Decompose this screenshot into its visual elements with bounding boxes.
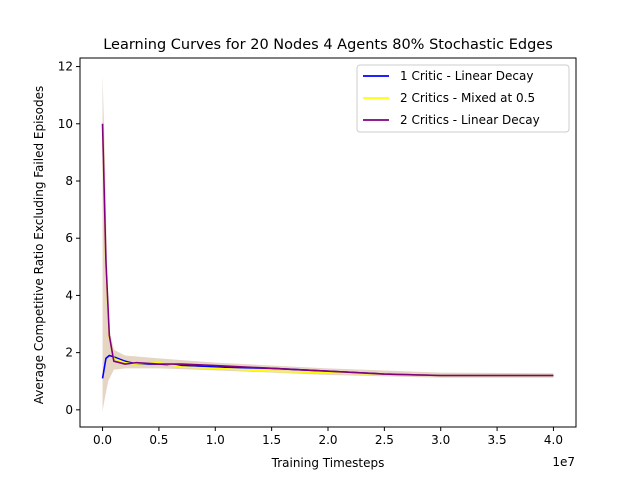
x-tick-label: 1.0: [206, 433, 225, 447]
y-tick-label: 2: [65, 346, 73, 360]
x-tick-label: 3.5: [488, 433, 507, 447]
x-tick-label: 2.0: [318, 433, 337, 447]
legend: 1 Critic - Linear Decay 2 Critics - Mixed…: [356, 64, 570, 133]
y-tick-label: 0: [65, 403, 73, 417]
y-axis-label: Average Competitive Ratio Excluding Fail…: [32, 86, 46, 405]
legend-label: 2 Critics - Mixed at 0.5: [400, 91, 535, 105]
legend-label: 1 Critic - Linear Decay: [400, 69, 533, 83]
x-tick-label: 3.0: [431, 433, 450, 447]
variance-band: [102, 75, 554, 412]
legend-box: [356, 64, 570, 133]
x-tick-label: 2.5: [375, 433, 394, 447]
x-tick-label: 4.0: [544, 433, 563, 447]
series-line-3: [101, 123, 554, 377]
x-axis-label: Training Timesteps: [271, 456, 385, 470]
plot-marks: [101, 75, 554, 412]
y-tick-label: 6: [65, 231, 73, 245]
y-tick-label: 10: [58, 117, 73, 131]
y-tick-label: 12: [58, 60, 73, 74]
legend-label: 2 Critics - Linear Decay: [400, 113, 540, 127]
y-tick-label: 8: [65, 174, 73, 188]
x-tick-label: 1.5: [262, 433, 281, 447]
x-axis-offset-label: 1e7: [552, 455, 575, 469]
y-tick-label: 4: [65, 288, 73, 302]
x-tick-label: 0.0: [93, 433, 112, 447]
axis-ticks: 0.0 0.5 1.0 1.5 2.0 2.5 3.0 3.5 4.0 0 2 4 6 8 10 12: [58, 60, 563, 447]
x-tick-label: 0.5: [149, 433, 168, 447]
chart-title: Learning Curves for 20 Nodes 4 Agents 80…: [103, 37, 553, 53]
